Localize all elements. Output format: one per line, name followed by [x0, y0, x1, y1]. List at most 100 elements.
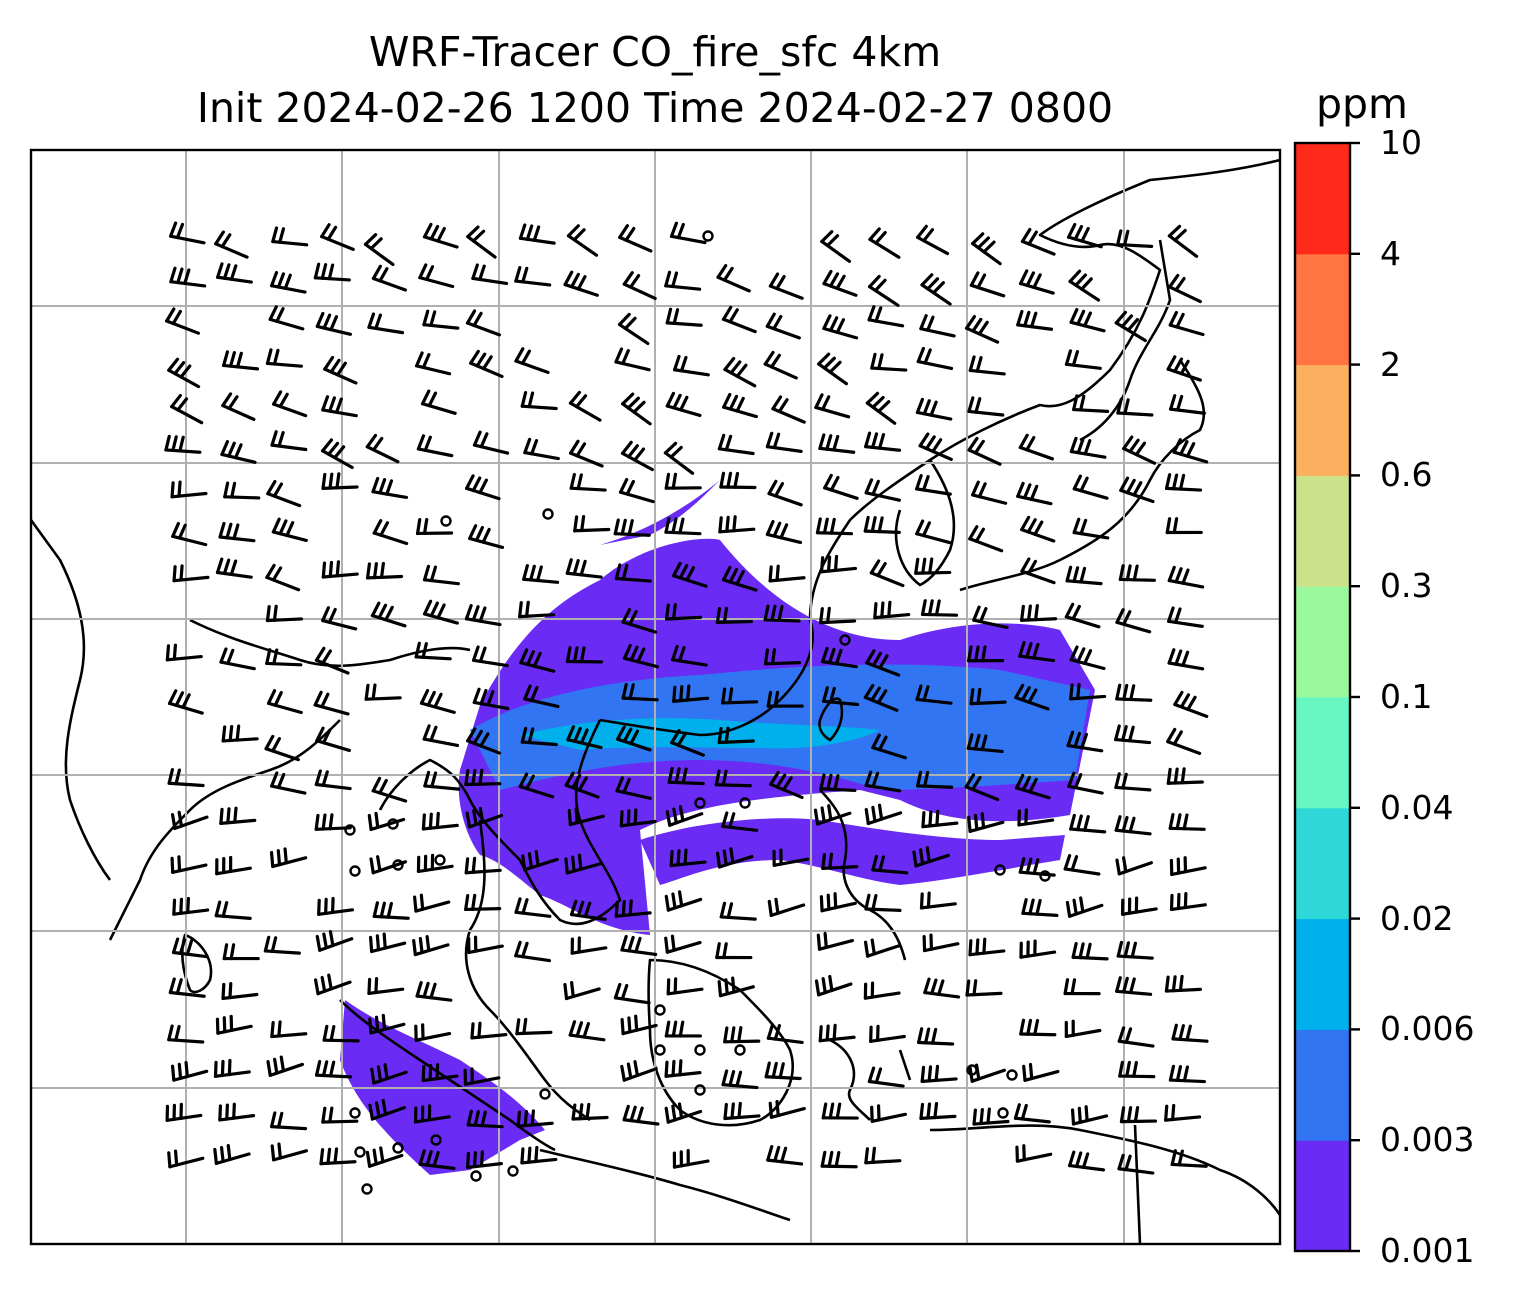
wind-barb — [165, 1102, 203, 1122]
wind-barb — [271, 517, 308, 543]
wind-barb — [869, 1024, 906, 1043]
calm-wind-circle — [839, 634, 851, 646]
wind-barb — [269, 847, 308, 869]
wind-barb — [1069, 813, 1107, 834]
wind-barb — [466, 225, 497, 259]
wind-barb — [1016, 309, 1054, 331]
map-frame — [29, 148, 1282, 1246]
wind-barb — [714, 769, 752, 788]
wind-barb — [1067, 771, 1104, 795]
wind-barb — [1169, 856, 1207, 877]
colorbar-tick-label: 4 — [1380, 233, 1401, 273]
wind-barb — [172, 896, 210, 916]
wind-barb — [519, 648, 556, 673]
wind-barb — [370, 1063, 408, 1085]
wind-barb — [821, 1102, 859, 1120]
wind-barb — [164, 434, 202, 454]
wind-barb — [1063, 978, 1101, 996]
wind-barb — [915, 684, 953, 705]
wind-barb — [171, 937, 209, 959]
wind-barb — [321, 606, 358, 631]
wind-barb — [320, 438, 354, 470]
wind-barb — [169, 221, 206, 245]
wind-barb — [471, 645, 509, 668]
wind-barb — [1014, 683, 1050, 711]
wind-barb — [1114, 724, 1152, 745]
wind-barb — [922, 933, 960, 953]
wind-barb — [672, 1148, 710, 1169]
wind-barb — [763, 350, 798, 380]
wind-barb — [1115, 976, 1153, 996]
wind-barb — [814, 974, 853, 997]
wind-barb — [368, 1013, 406, 1035]
wind-barb — [871, 733, 907, 760]
wind-barb — [819, 892, 857, 913]
wind-barb — [313, 973, 352, 996]
wind-barb — [1122, 435, 1157, 465]
wind-barb — [918, 432, 953, 461]
colorbar-unit: ppm — [1316, 80, 1408, 128]
wind-barb — [215, 557, 253, 579]
wind-barb — [167, 768, 205, 788]
wind-barb — [464, 856, 502, 875]
wind-barb — [167, 1149, 205, 1169]
calm-wind-circle — [349, 1107, 361, 1119]
wind-barb — [766, 1145, 804, 1166]
wind-barb — [364, 683, 402, 701]
wind-barb — [518, 772, 555, 799]
wind-barb — [1020, 227, 1056, 256]
wind-barb — [416, 434, 454, 458]
wind-barb — [573, 515, 611, 533]
wind-barb — [170, 1060, 209, 1082]
wind-barb — [619, 808, 657, 828]
wind-barb — [664, 603, 703, 621]
wind-barb — [1118, 1060, 1156, 1079]
wind-barb — [418, 1149, 456, 1170]
wind-barb — [516, 1109, 554, 1128]
wind-barb — [621, 607, 658, 634]
wind-barb — [620, 1060, 658, 1082]
wind-barb — [518, 223, 556, 245]
wind-barb — [421, 811, 459, 831]
calm-wind-circle — [694, 1044, 706, 1056]
plume-south-band — [640, 818, 1065, 885]
map-subtitle: Init 2024-02-26 1200 Time 2024-02-27 080… — [196, 84, 1114, 132]
wind-barb — [1114, 772, 1152, 792]
wind-barb — [721, 687, 759, 705]
wind-barb — [1020, 604, 1058, 622]
wind-barb — [169, 266, 207, 288]
wind-barb — [469, 349, 504, 379]
wind-barb — [213, 1144, 251, 1165]
wind-barb — [916, 770, 954, 789]
wind-barb — [270, 1020, 308, 1039]
wind-barb — [919, 314, 956, 338]
wind-barb — [1166, 767, 1204, 785]
calm-wind-circle — [654, 1004, 666, 1016]
wind-barb — [923, 977, 961, 999]
wind-barb — [563, 270, 599, 297]
wind-barb — [667, 766, 705, 786]
wind-barb — [917, 1027, 955, 1046]
wind-barb — [1019, 939, 1057, 959]
wind-barb — [372, 519, 409, 546]
wind-barb — [868, 227, 901, 259]
coast-java — [539, 1148, 791, 1222]
calm-wind-circle — [507, 1165, 519, 1177]
wind-barb — [669, 848, 707, 868]
wind-barb — [314, 769, 352, 791]
colorbar — [1293, 141, 1360, 1253]
wind-barb — [466, 727, 502, 755]
wind-barb — [914, 557, 952, 575]
wind-barb — [1064, 349, 1102, 370]
wind-barb — [819, 773, 857, 793]
wind-barb — [967, 436, 1002, 466]
calm-wind-circle — [654, 1044, 666, 1056]
wind-barb — [920, 599, 959, 617]
wind-barb — [717, 433, 755, 456]
wind-barb — [615, 776, 652, 800]
wind-barb — [514, 940, 552, 963]
wind-barb — [867, 274, 900, 307]
wind-barb — [663, 441, 695, 475]
wind-barb — [920, 1064, 958, 1083]
wind-barb — [721, 811, 759, 832]
